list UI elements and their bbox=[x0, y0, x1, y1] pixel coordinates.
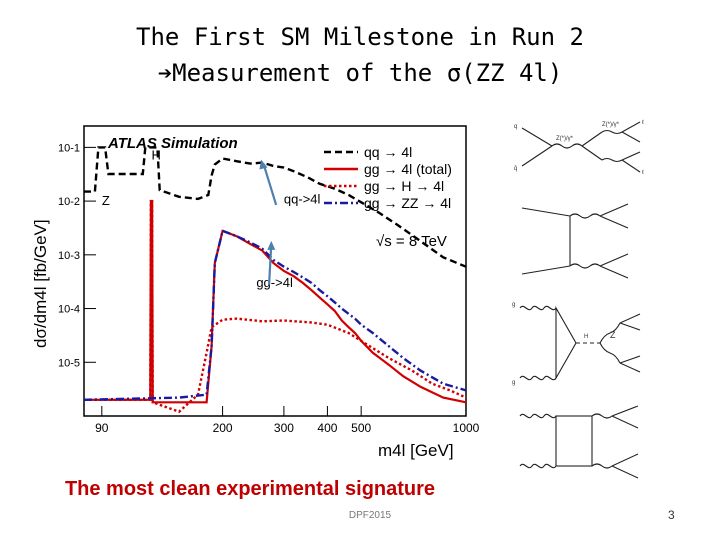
series-line-3 bbox=[83, 229, 467, 401]
slide-title-line2-text: Measurement of the σ(ZZ 4l) bbox=[172, 59, 563, 87]
chart-svg: 90 200 300 400 500 1000 10-1 10-2 10-3 10-4 10-5 q… bbox=[31, 125, 480, 460]
series-line-1 bbox=[84, 199, 467, 404]
legend-label-2: gg → H → 4l bbox=[364, 178, 444, 194]
y-axis-label: dσ/dm4l [fb/GeV] bbox=[31, 219, 50, 348]
label-qbar: q̄ bbox=[514, 166, 517, 172]
feynman-svg: q q̄ Z(*)/γ* Z(*)/γ* ℓ ℓ g g H Z bbox=[512, 119, 644, 479]
mass-distribution-chart: 90 200 300 400 500 1000 10-1 10-2 10-3 10-4 10-5 q… bbox=[28, 118, 510, 470]
gg-arrow bbox=[267, 243, 273, 285]
y-tick-label: 10-3 bbox=[58, 250, 80, 262]
x-tick-label: 200 bbox=[213, 421, 233, 435]
x-axis-label: m4l [GeV] bbox=[378, 441, 454, 460]
y-tick-label: 10-5 bbox=[58, 357, 80, 369]
x-tick-label: 500 bbox=[351, 421, 371, 435]
x-tick-label: 300 bbox=[274, 421, 294, 435]
slide-title-line1: The First SM Milestone in Run 2 bbox=[136, 23, 584, 51]
slide-caption: The most clean experimental signature bbox=[64, 478, 436, 500]
legend-label-0: qq → 4l bbox=[364, 144, 412, 160]
label-g-1: g bbox=[512, 302, 515, 308]
arrow-right-icon: ➔ bbox=[157, 59, 173, 87]
x-tick-label: 1000 bbox=[453, 421, 480, 435]
annotation-1: Z bbox=[102, 193, 110, 208]
x-tick-label: 400 bbox=[317, 421, 337, 435]
y-tick-label: 10-1 bbox=[58, 142, 80, 154]
slide-title-line2: ➔Measurement of the σ(ZZ 4l) bbox=[0, 58, 720, 88]
x-tick-label: 90 bbox=[95, 421, 109, 435]
diagram-qq-s-channel bbox=[521, 121, 641, 173]
legend-label-3: gg → ZZ → 4l bbox=[364, 195, 451, 211]
label-g-2: g bbox=[512, 380, 515, 386]
label-q: q bbox=[514, 124, 517, 130]
diagram-gg-box bbox=[519, 405, 639, 479]
qq-arrow-head bbox=[259, 159, 268, 170]
label-lepton-2: ℓ bbox=[642, 169, 644, 176]
series-line-2 bbox=[84, 199, 467, 414]
series-line-0 bbox=[84, 146, 467, 268]
chart-title: ATLAS Simulation bbox=[107, 135, 238, 152]
qq-arrow bbox=[262, 163, 278, 206]
label-lepton-1: ℓ bbox=[642, 119, 644, 126]
label-z: Z bbox=[610, 330, 616, 340]
feynman-diagrams: q q̄ Z(*)/γ* Z(*)/γ* ℓ ℓ g g H Z bbox=[510, 116, 660, 496]
label-z-gamma-2: Z(*)/γ* bbox=[602, 122, 620, 128]
annotation-3: gg->4l bbox=[256, 275, 293, 290]
annotation-2: qq->4l bbox=[284, 192, 321, 207]
annotation-0: H bbox=[151, 147, 160, 162]
legend-label-1: gg → 4l (total) bbox=[364, 161, 452, 177]
y-tick-label: 10-2 bbox=[58, 196, 80, 208]
diagram-gg-higgs bbox=[519, 305, 641, 381]
energy-label: √s = 8 TeV bbox=[376, 233, 447, 250]
diagram-qq-t-channel bbox=[521, 203, 629, 279]
gg-arrow-head bbox=[267, 240, 276, 250]
y-tick-label: 10-4 bbox=[58, 304, 80, 316]
label-higgs: H bbox=[584, 334, 588, 340]
plot-frame bbox=[83, 125, 467, 417]
label-z-gamma-1: Z(*)/γ* bbox=[556, 136, 574, 142]
footer-label: DPF2015 bbox=[348, 510, 392, 521]
page-number: 3 bbox=[668, 508, 675, 522]
